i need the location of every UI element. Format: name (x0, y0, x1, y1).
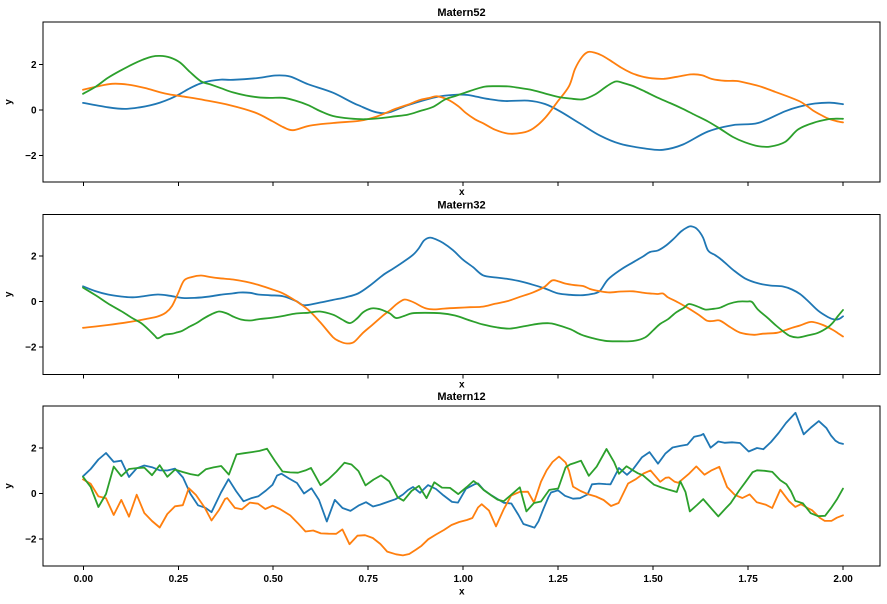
svg-text:0.50: 0.50 (263, 574, 283, 585)
svg-text:2: 2 (31, 252, 37, 263)
svg-text:y: y (4, 99, 15, 105)
svg-text:2: 2 (31, 60, 37, 71)
svg-text:Matern12: Matern12 (437, 391, 485, 403)
svg-text:−2: −2 (25, 343, 37, 354)
svg-text:2.00: 2.00 (833, 574, 853, 585)
svg-text:1.75: 1.75 (738, 574, 758, 585)
svg-text:0: 0 (31, 106, 37, 117)
svg-text:y: y (4, 483, 15, 489)
svg-text:1.25: 1.25 (548, 574, 568, 585)
svg-text:x: x (459, 586, 465, 597)
svg-text:Matern52: Matern52 (437, 7, 485, 19)
svg-text:Matern32: Matern32 (437, 200, 485, 212)
svg-text:1.50: 1.50 (643, 574, 663, 585)
svg-text:2: 2 (31, 444, 37, 455)
svg-text:y: y (4, 291, 15, 297)
svg-text:0.25: 0.25 (169, 574, 189, 585)
svg-text:x: x (459, 187, 465, 198)
svg-text:x: x (459, 380, 465, 391)
svg-text:0: 0 (31, 489, 37, 500)
svg-text:0: 0 (31, 297, 37, 308)
svg-text:−2: −2 (25, 151, 37, 162)
svg-text:0.00: 0.00 (74, 574, 94, 585)
svg-text:0.75: 0.75 (358, 574, 378, 585)
svg-text:−2: −2 (25, 535, 37, 546)
svg-text:1.00: 1.00 (453, 574, 473, 585)
